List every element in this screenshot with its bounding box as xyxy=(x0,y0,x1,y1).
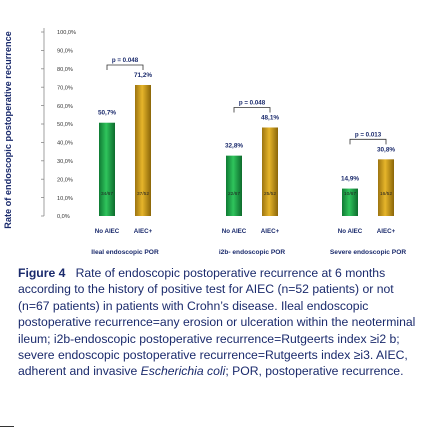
group-label: i2b- endoscopic POR xyxy=(219,249,286,256)
y-tick-label: 0,0% xyxy=(57,214,70,220)
p-value-label: p = 0.048 xyxy=(239,99,266,106)
group-label: Severe endoscopic POR xyxy=(330,249,406,256)
p-value-label: p = 0.048 xyxy=(112,57,139,64)
bar-group: 14,9% 10/67 No AIEC 30,8% 16/52 AIEC+ p = 0.01… xyxy=(330,131,406,256)
y-axis: 0,0% 10,0% 20,0% 30,0% 40,0% 50,0% 60,0% 70,0% 8… xyxy=(41,28,76,220)
bar xyxy=(342,188,358,216)
bar xyxy=(99,122,115,216)
category-label: AIEC+ xyxy=(261,228,280,235)
y-tick-label: 40,0% xyxy=(57,141,73,147)
data-label: 50,7% xyxy=(98,110,116,117)
bar xyxy=(226,155,242,216)
y-tick-label: 100,0% xyxy=(57,30,76,36)
bar-group: 32,8% 22/67 No AIEC 48,1% 25/52 AIEC+ p = 0.04… xyxy=(219,99,286,256)
y-tick-label: 20,0% xyxy=(57,177,73,183)
significance-bracket xyxy=(233,107,271,113)
data-label: 30,8% xyxy=(377,146,395,153)
p-value-label: p = 0.013 xyxy=(355,131,382,138)
y-tick-label: 10,0% xyxy=(57,196,73,202)
y-tick-label: 70,0% xyxy=(57,85,73,91)
data-label: 14,9% xyxy=(341,176,359,183)
figure-caption: Figure 4 Rate of endoscopic postoperativ… xyxy=(18,265,428,380)
chart-area: Rate of endoscopic postoperative recurre… xyxy=(3,28,406,256)
divider xyxy=(0,426,14,427)
y-tick-label: 90,0% xyxy=(57,49,73,55)
y-tick-label: 30,0% xyxy=(57,159,73,165)
bar-group: 50,7% 34/67 No AIEC 71,2% 37/52 AIEC+ p = 0.04… xyxy=(91,57,159,256)
y-axis-label: Rate of endoscopic postoperative recurre… xyxy=(3,31,13,229)
bar-chart: Rate of endoscopic postoperative recurre… xyxy=(3,28,406,256)
y-tick-label: 60,0% xyxy=(57,104,73,110)
caption-text-end: ; POR, postoperative recurrence. xyxy=(225,364,404,379)
y-tick-label: 50,0% xyxy=(57,122,73,128)
bar xyxy=(135,84,151,216)
caption-text: Rate of endoscopic postoperative recurre… xyxy=(18,266,416,379)
data-label: 32,8% xyxy=(225,143,243,150)
category-label: AIEC+ xyxy=(377,228,396,235)
figure-label: Figure 4 xyxy=(18,266,66,280)
caption-italic: Escherichia coli xyxy=(140,364,226,379)
fraction-label: 34/67 xyxy=(101,191,113,197)
fraction-label: 25/52 xyxy=(264,191,276,197)
data-label: 71,2% xyxy=(134,72,152,79)
fraction-label: 16/52 xyxy=(380,191,392,197)
fraction-label: 37/52 xyxy=(137,191,149,197)
bar xyxy=(378,159,394,216)
significance-bracket xyxy=(106,64,144,70)
data-label: 48,1% xyxy=(261,114,279,121)
fraction-label: 22/67 xyxy=(228,191,240,197)
bar-groups: 50,7% 34/67 No AIEC 71,2% 37/52 AIEC+ p = 0.04… xyxy=(91,57,406,256)
category-label: AIEC+ xyxy=(134,228,153,235)
category-label: No AIEC xyxy=(222,228,247,235)
significance-bracket xyxy=(349,138,387,145)
bar xyxy=(262,127,278,216)
fraction-label: 10/67 xyxy=(344,191,356,197)
group-label: Ileal endoscopic POR xyxy=(91,249,159,256)
category-label: No AIEC xyxy=(95,228,120,235)
category-label: No AIEC xyxy=(338,228,363,235)
y-tick-label: 80,0% xyxy=(57,67,73,73)
